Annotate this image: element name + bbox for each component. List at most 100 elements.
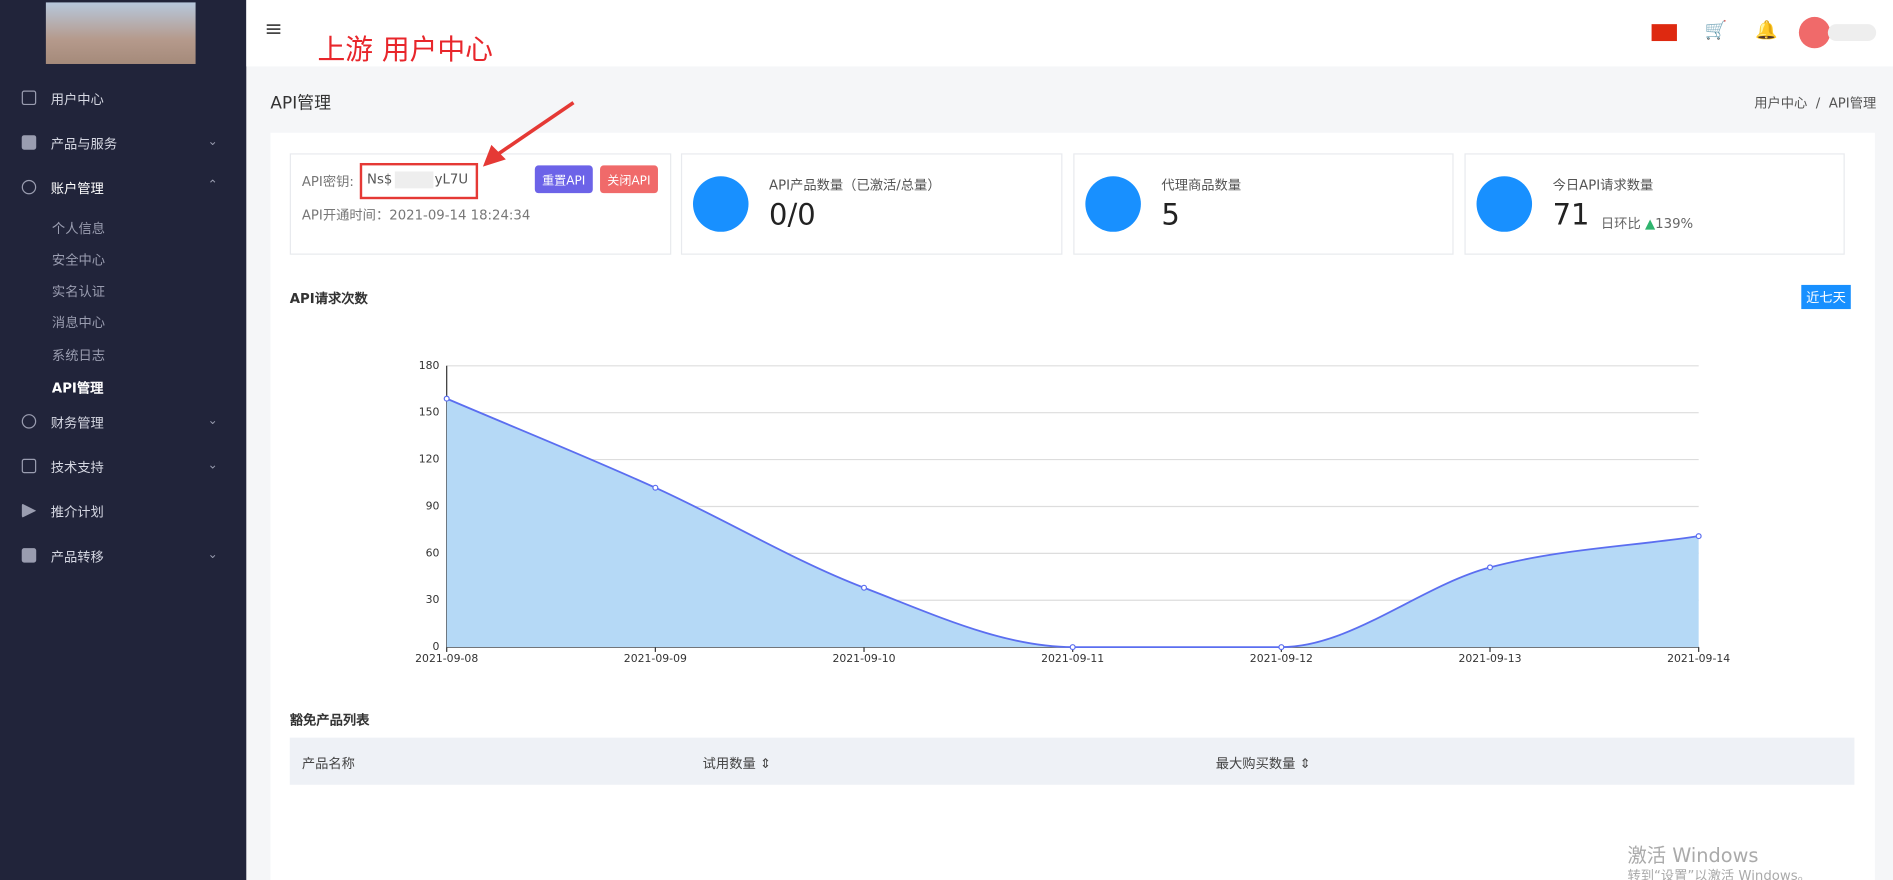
compare: 日环比 ▲139% <box>1600 216 1694 232</box>
submenu-item[interactable]: 安全中心 <box>51 252 106 269</box>
annotation-text: 上游 用户中心 <box>317 35 493 67</box>
point <box>861 584 868 591</box>
stat-value: 0/0 <box>769 197 816 232</box>
x-tick-label: 2021-09-11 <box>1041 652 1104 665</box>
sidebar: 用户中心 产品与服务 ⌄ 账户管理 ⌃ 个人信息 安全中心 实名认证 消息中心 系统… <box>0 0 247 880</box>
arrow <box>482 101 575 167</box>
submenu-item[interactable]: 实名认证 <box>51 283 106 300</box>
section-title: API请求次数 <box>289 290 368 307</box>
watermark: 转到“设置”以激活 Windows。 <box>1627 868 1811 880</box>
page-title: API管理 <box>270 94 331 114</box>
x-tick-label: 2021-09-14 <box>1667 652 1730 665</box>
y-tick-label: 120 <box>419 453 440 466</box>
icon <box>21 548 37 563</box>
point <box>443 395 450 402</box>
y-tick-label: 60 <box>426 546 440 559</box>
icon <box>1085 176 1141 232</box>
chevron: ⌄ <box>207 548 218 562</box>
avatar[interactable] <box>1798 16 1831 49</box>
icon <box>21 90 37 106</box>
chevron: ⌃ <box>207 178 218 192</box>
x-tick-label: 2021-09-09 <box>624 652 687 665</box>
area <box>446 398 1699 648</box>
menu-item[interactable]: 推介计划 <box>50 504 104 521</box>
y-tick-label: 90 <box>426 499 440 512</box>
submenu-item[interactable]: 消息中心 <box>51 315 106 331</box>
point <box>1486 564 1494 571</box>
menu-item[interactable]: 技术支持 <box>50 459 104 476</box>
username-blur <box>1827 24 1877 42</box>
icon <box>21 414 37 429</box>
label: API开通时间： <box>301 207 390 224</box>
stat-label: 今日API请求数量 <box>1552 177 1654 194</box>
point <box>652 484 659 491</box>
icon <box>1476 176 1533 232</box>
x-tick-label: 2021-09-13 <box>1458 652 1521 665</box>
compare-label: 日环比 <box>1600 216 1641 232</box>
icon <box>21 179 37 195</box>
menu-toggle[interactable]: ≡ <box>264 16 283 43</box>
submenu-item[interactable]: 系统日志 <box>51 347 106 364</box>
stat-card: 代理商品数量 5 <box>1073 153 1454 255</box>
stat-value: 5 <box>1161 197 1180 232</box>
stat-label: 代理商品数量 <box>1161 177 1242 194</box>
menu-item[interactable]: 产品转移 <box>50 549 104 566</box>
breadcrumb-item: API管理 <box>1828 95 1877 112</box>
button[interactable]: 重置API <box>534 165 593 194</box>
logo[interactable] <box>45 2 196 64</box>
stat-card: 今日API请求数量 71 日环比 ▲139% <box>1464 153 1845 255</box>
section-title: 豁免产品列表 <box>289 712 370 729</box>
stat-value: 71 <box>1552 197 1590 232</box>
point <box>1069 644 1076 651</box>
watermark: 激活 Windows <box>1627 843 1759 867</box>
y-tick-label: 150 <box>419 406 440 419</box>
flag[interactable] <box>1651 24 1677 42</box>
stat-card: API产品数量（已激活/总量） 0/0 <box>680 153 1063 255</box>
stat-label: API产品数量（已激活/总量） <box>769 177 941 194</box>
menu-item[interactable]: 账户管理 <box>50 181 104 197</box>
column-header: 产品名称 <box>301 755 355 772</box>
compare-value: 139% <box>1655 216 1694 232</box>
highlight-box <box>359 162 479 200</box>
y-tick-label: 180 <box>419 359 440 372</box>
label: 试用数量 <box>702 755 756 772</box>
top-bar: ≡ 上游 用户中心 🛒 🔔 <box>246 0 1893 67</box>
button[interactable]: 关闭API <box>600 165 658 194</box>
point <box>1278 644 1285 651</box>
icon <box>21 458 37 474</box>
bell-icon[interactable]: 🔔 <box>1755 19 1778 42</box>
menu-item[interactable]: 财务管理 <box>50 415 104 432</box>
table-header: 产品名称 试用数量 ⇕ 最大购买数量 ⇕ <box>289 737 1855 785</box>
x-tick-label: 2021-09-12 <box>1250 652 1313 665</box>
y-tick-label: 30 <box>426 593 440 606</box>
column-header[interactable]: 最大购买数量 ⇕ <box>1215 755 1311 772</box>
submenu-item[interactable]: API管理 <box>51 380 104 396</box>
icon <box>21 503 37 518</box>
breadcrumb-item[interactable]: 用户中心 <box>1754 95 1808 112</box>
range-button[interactable]: 近七天 <box>1801 284 1851 310</box>
key-blur <box>394 171 434 189</box>
breadcrumb: 用户中心 / API管理 <box>1754 95 1877 112</box>
submenu-item[interactable]: 个人信息 <box>51 220 106 237</box>
opened-time: API开通时间：2021-09-14 18:24:34 <box>302 205 530 224</box>
cart-icon[interactable]: 🛒 <box>1704 19 1728 42</box>
chevron: ⌄ <box>207 458 218 473</box>
label: 最大购买数量 <box>1215 755 1296 772</box>
point <box>1695 533 1702 540</box>
key-start: Ns$ <box>367 171 393 188</box>
value: 2021-09-14 18:24:34 <box>389 207 531 224</box>
icon <box>692 176 749 232</box>
x-tick-label: 2021-09-08 <box>415 652 478 665</box>
key-end: yL7U <box>434 171 469 188</box>
column-header[interactable]: 试用数量 ⇕ <box>702 755 772 772</box>
chevron: ⌄ <box>207 414 218 428</box>
api-key-card: API密钥: Ns$ yL7U 重置API 关闭API API开通时间：2021… <box>289 153 672 255</box>
menu-item[interactable]: 产品与服务 <box>50 136 118 153</box>
chevron: ⌄ <box>207 135 218 149</box>
y-tick-label: 0 <box>433 640 440 653</box>
x-tick-label: 2021-09-10 <box>832 652 895 665</box>
menu-item[interactable]: 用户中心 <box>50 91 104 108</box>
